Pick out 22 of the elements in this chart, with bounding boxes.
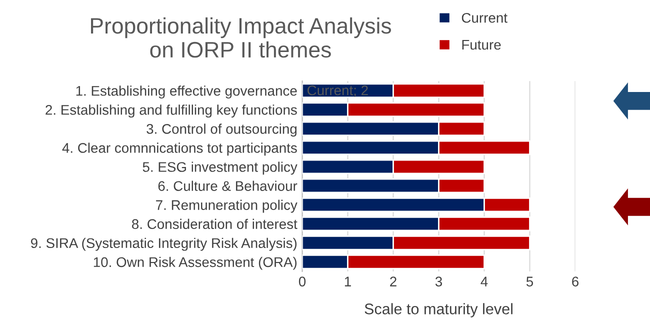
x-tick-label: 5 [526, 276, 534, 286]
y-tick-label: 10. Own Risk Assessment (ORA) [94, 256, 297, 270]
y-tick-label: 2. Establishing and fulfilling key functions [46, 104, 297, 118]
data-label: Current; 2 [308, 85, 368, 97]
x-tick-label: 2 [390, 276, 396, 286]
y-tick-label: 5. ESG investment policy [142, 162, 298, 175]
x-tick-label: 4 [480, 276, 488, 286]
x-tick-label: 3 [435, 276, 442, 286]
y-tick-label: 4. Clear comnnications tot participants [62, 142, 297, 156]
y-tick-label: 7. Remuneration policy [156, 200, 298, 213]
y-tick-label: 6. Culture & Behaviour [158, 180, 298, 191]
x-tick-label: 0 [298, 276, 306, 286]
chart-title: Proportionality Impact Analysis on IORP II themes [91, 17, 392, 58]
y-tick-label: 9. SIRA (Systematic Integrity Risk Analysis) [30, 238, 297, 251]
x-tick-label: 6 [572, 276, 578, 286]
y-tick-label: 3. Control of outsourcing [146, 124, 297, 137]
y-tick-label: 8. Consideration of interest [132, 218, 298, 230]
legend-label: Future [462, 40, 501, 50]
x-tick-label: 1 [344, 276, 351, 286]
x-axis-title: Scale to maturity level [364, 303, 512, 318]
legend-label: Current [462, 12, 508, 23]
y-tick-label: 1. Establishing effective governance [76, 86, 297, 99]
